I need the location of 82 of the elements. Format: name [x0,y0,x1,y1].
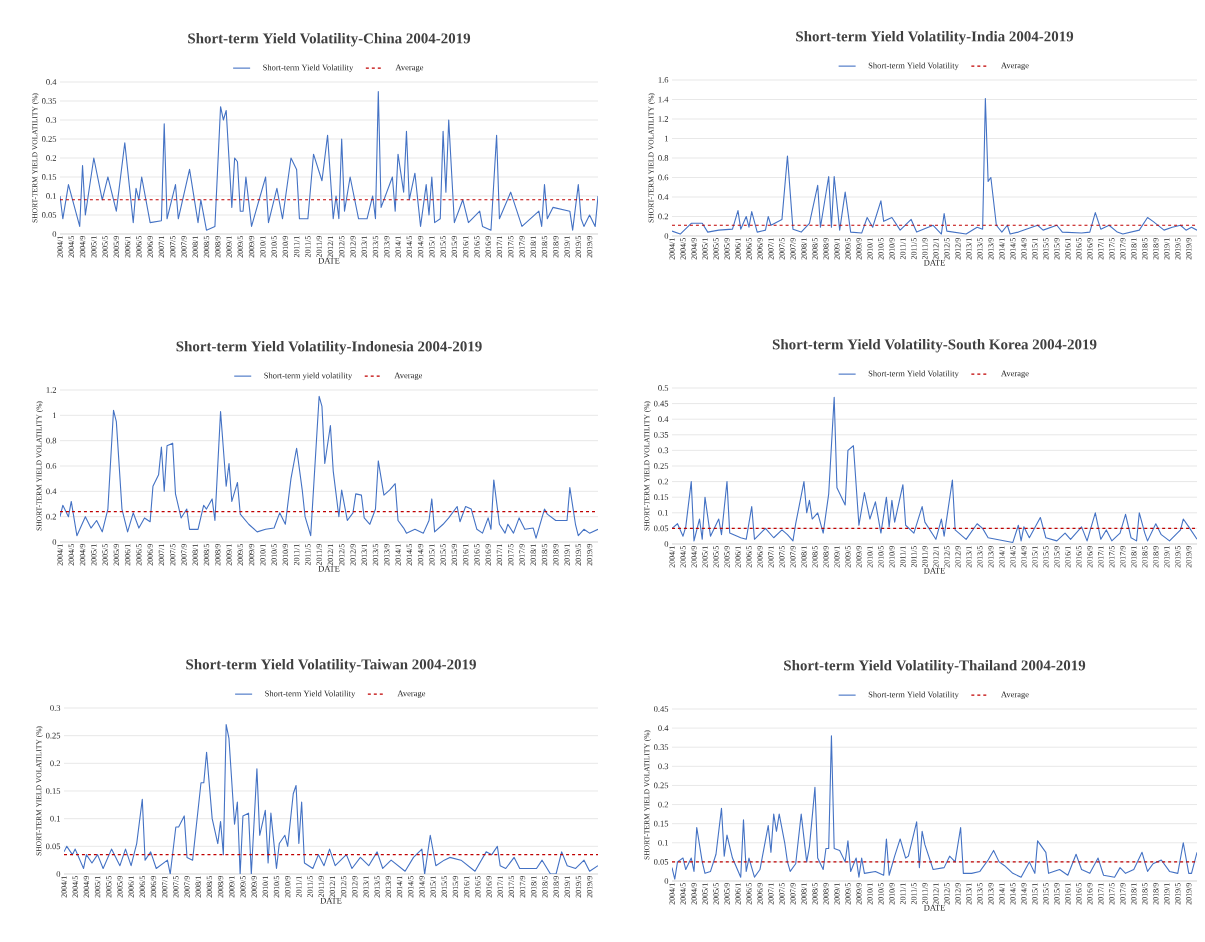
y-tick-label: 0.2 [658,213,669,220]
y-tick-label: 0.1 [658,839,668,846]
y-tick-label: 0.2 [658,478,669,485]
y-tick-label: 0.2 [50,760,61,767]
line-series [64,724,598,874]
legend-label: Short-term yield volatility [264,372,353,381]
y-tick-label: 1.6 [658,77,669,83]
y-tick-label: 0.3 [50,705,61,711]
y-tick-label: 0 [56,871,61,877]
y-tick-label: 0 [664,541,669,547]
y-tick-label: 0.2 [46,513,57,520]
y-tick-label: 0.4 [658,194,669,200]
legend-label: Average [394,372,423,380]
y-tick-label: 1.2 [46,387,57,393]
y-tick-label: 0.3 [658,447,669,454]
legend-label: Short-term Yield Volatility [265,690,356,699]
y-tick-label: 0.4 [46,488,57,495]
chart-title: Short-term Yield Volatility-India 2004-2019 [796,30,1074,45]
legend-label: Average [1000,691,1029,699]
x-axis-title: DATE [923,567,945,574]
y-tick-label: 0.1 [46,193,56,199]
y-tick-label: 0.2 [46,155,57,161]
y-tick-label: 1.4 [658,96,669,103]
y-tick-label: 0.2 [658,801,669,808]
y-tick-label: 0 [52,231,57,237]
line-series [672,97,1198,235]
chart-title: Short-term Yield Volatility-South Korea 2004-2019 [772,338,1097,353]
y-tick-label: 0.25 [654,782,669,789]
x-axis-title: DATE [318,257,340,264]
y-tick-label: 0.15 [41,174,57,180]
y-tick-label: 0.35 [41,98,57,104]
y-tick-label: 0.35 [654,431,669,438]
chart-title: Short-term Yield Volatility-China 2004-2019 [188,32,471,47]
x-axis-title: DATE [923,259,945,266]
y-tick-label: 0.15 [45,788,61,794]
line-series [672,735,1198,880]
y-tick-label: 0.45 [654,400,669,407]
y-tick-label: 0.25 [654,463,669,469]
y-tick-label: 0.15 [654,820,669,827]
x-axis-title: DATE [320,897,342,904]
y-tick-label: 0.5 [658,385,669,391]
chart-title: Short-term Yield Volatility-Indonesia 2004-2019 [176,340,482,355]
y-tick-label: 0.35 [654,744,669,751]
y-tick-label: 0.4 [46,79,57,85]
x-axis-title: DATE [318,565,340,572]
y-tick-label: 0 [664,878,669,884]
y-tick-label: 0.8 [658,155,669,161]
y-tick-label: 0.05 [41,212,57,218]
x-axis-title: DATE [923,904,945,911]
y-tick-label: 0.45 [654,706,669,712]
line-series [60,90,599,231]
line-series [672,396,1198,543]
legend-label: Short-term Yield Volatility [868,370,959,379]
legend-label: Average [397,690,426,698]
y-tick-label: 0 [664,233,669,239]
legend-label: Short-term Yield Volatility [868,691,959,700]
y-tick-label: 0.6 [658,174,669,181]
y-tick-label: 0 [52,539,57,545]
y-tick-label: 0.1 [658,509,668,516]
y-tick-label: 1 [665,135,668,142]
y-tick-label: 0.15 [654,494,669,501]
y-tick-label: 1 [53,412,56,419]
y-tick-label: 0.05 [45,843,61,850]
y-tick-label: 0.4 [658,416,669,423]
chart-title: Short-term Yield Volatility-Thailand 2004-2019 [784,659,1086,674]
y-tick-label: 0.4 [658,725,669,731]
y-tick-label: 0.3 [46,117,57,123]
legend-label: Average [1000,62,1029,70]
legend-label: Short-term Yield Volatility [868,62,959,71]
y-tick-label: 0.6 [46,463,57,469]
legend-label: Short-term Yield Volatility [263,64,354,73]
y-tick-label: 1.2 [658,116,669,122]
legend-label: Average [395,64,424,72]
y-tick-label: 0.1 [50,815,60,822]
legend-label: Average [1000,370,1029,378]
y-tick-label: 0.8 [46,437,57,444]
y-tick-label: 0.05 [654,525,669,532]
y-tick-label: 0.25 [45,732,61,739]
chart-title: Short-term Yield Volatility-Taiwan 2004-2019 [186,658,476,673]
y-tick-label: 0.25 [41,136,57,142]
y-tick-label: 0.3 [658,763,669,770]
y-tick-label: 0.05 [654,859,669,865]
